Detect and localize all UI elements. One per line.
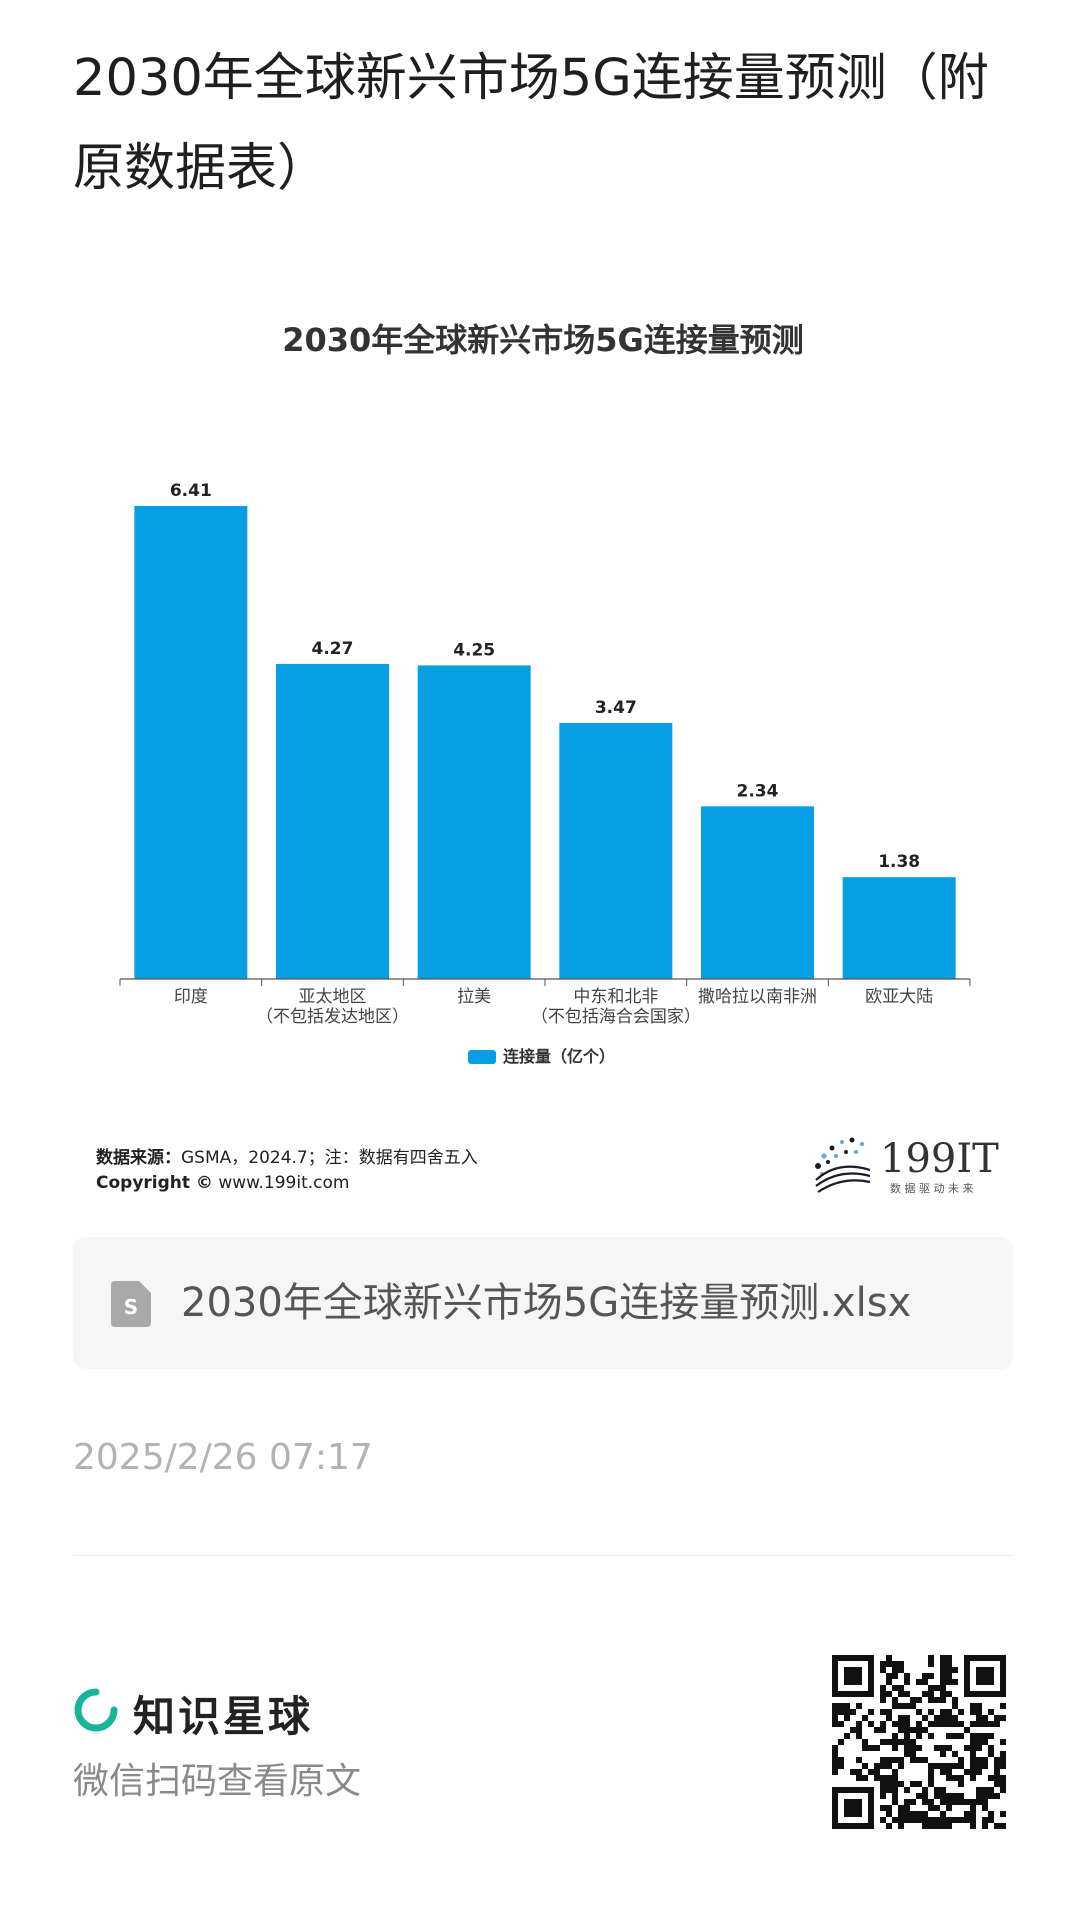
- category-label: 欧亚大陆: [865, 987, 933, 1007]
- category-label: 印度: [174, 987, 208, 1007]
- category-label: 撒哈拉以南非洲: [698, 987, 817, 1007]
- category-label: 中东和北非: [573, 987, 658, 1007]
- bar-2: [276, 663, 389, 979]
- chart-canvas: 6.41 印度 4.27 亚太地区（不包括发达地区） 4.25 拉美 3.47 中东和北非（不…: [119, 481, 971, 1066]
- legend-swatch: [468, 1050, 496, 1064]
- file-name: 2030年全球新兴市场5G连接量预测.xlsx: [181, 1280, 912, 1326]
- bar-value-label: 1.38: [878, 852, 920, 872]
- zsxq-logo-icon: [74, 1688, 118, 1732]
- scan-hint: 微信扫码查看原文: [73, 1761, 362, 1802]
- spreadsheet-file-icon: S: [111, 1281, 151, 1327]
- timestamp: 2025/2/26 07:17: [73, 1437, 373, 1478]
- bar-value-label: 2.34: [737, 781, 779, 801]
- file-attachment-card[interactable]: S 2030年全球新兴市场5G连接量预测.xlsx: [73, 1237, 1013, 1369]
- chart-title: 2030年全球新兴市场5G连接量预测: [282, 321, 804, 359]
- brand-name: 知识星球: [133, 1692, 314, 1741]
- data-source-label: 数据来源：: [96, 1148, 181, 1168]
- bar-value-label: 6.41: [170, 481, 212, 501]
- copyright: Copyright © www.199it.com: [96, 1173, 349, 1193]
- logo-199it: 199IT 数 据 驱 动 未 来: [815, 1136, 999, 1195]
- category-label: 拉美: [457, 987, 491, 1007]
- category-label: 亚太地区: [299, 987, 367, 1007]
- bar-value-label: 3.47: [595, 698, 637, 718]
- bar-value-label: 4.27: [312, 639, 354, 659]
- copyright-url: www.199it.com: [218, 1173, 350, 1193]
- legend-label: 连接量（亿个）: [503, 1047, 615, 1066]
- bar-3: [417, 665, 531, 979]
- logo-text: 199IT: [880, 1136, 999, 1182]
- bar-value-label: 4.25: [453, 640, 495, 660]
- category-label: （不包括发达地区）: [256, 1007, 409, 1027]
- logo-tagline: 数 据 驱 动 未 来: [890, 1181, 973, 1195]
- data-source: 数据来源：GSMA，2024.7；注：数据有四舍五入: [96, 1143, 478, 1168]
- copyright-label: Copyright ©: [96, 1173, 213, 1193]
- bar-4: [559, 722, 673, 979]
- qr-code[interactable]: [832, 1655, 1006, 1829]
- bar-6: [842, 877, 956, 979]
- bar-1: [134, 506, 248, 979]
- page-title: 2030年全球新兴市场5G连接量预测（附原数据表）: [73, 49, 989, 198]
- svg-text:S: S: [124, 1295, 138, 1319]
- divider: [73, 1555, 1013, 1556]
- bar-chart: 2030年全球新兴市场5G连接量预测 6.41 印度 4.27 亚太地区 （不包括发达地…: [73, 300, 1013, 1200]
- data-source-text: GSMA，2024.7；注：数据有四舍五入: [181, 1148, 478, 1168]
- category-label: （不包括海合会国家）: [531, 1007, 701, 1027]
- bar-5: [701, 806, 814, 979]
- dandelion-icon: [815, 1137, 871, 1193]
